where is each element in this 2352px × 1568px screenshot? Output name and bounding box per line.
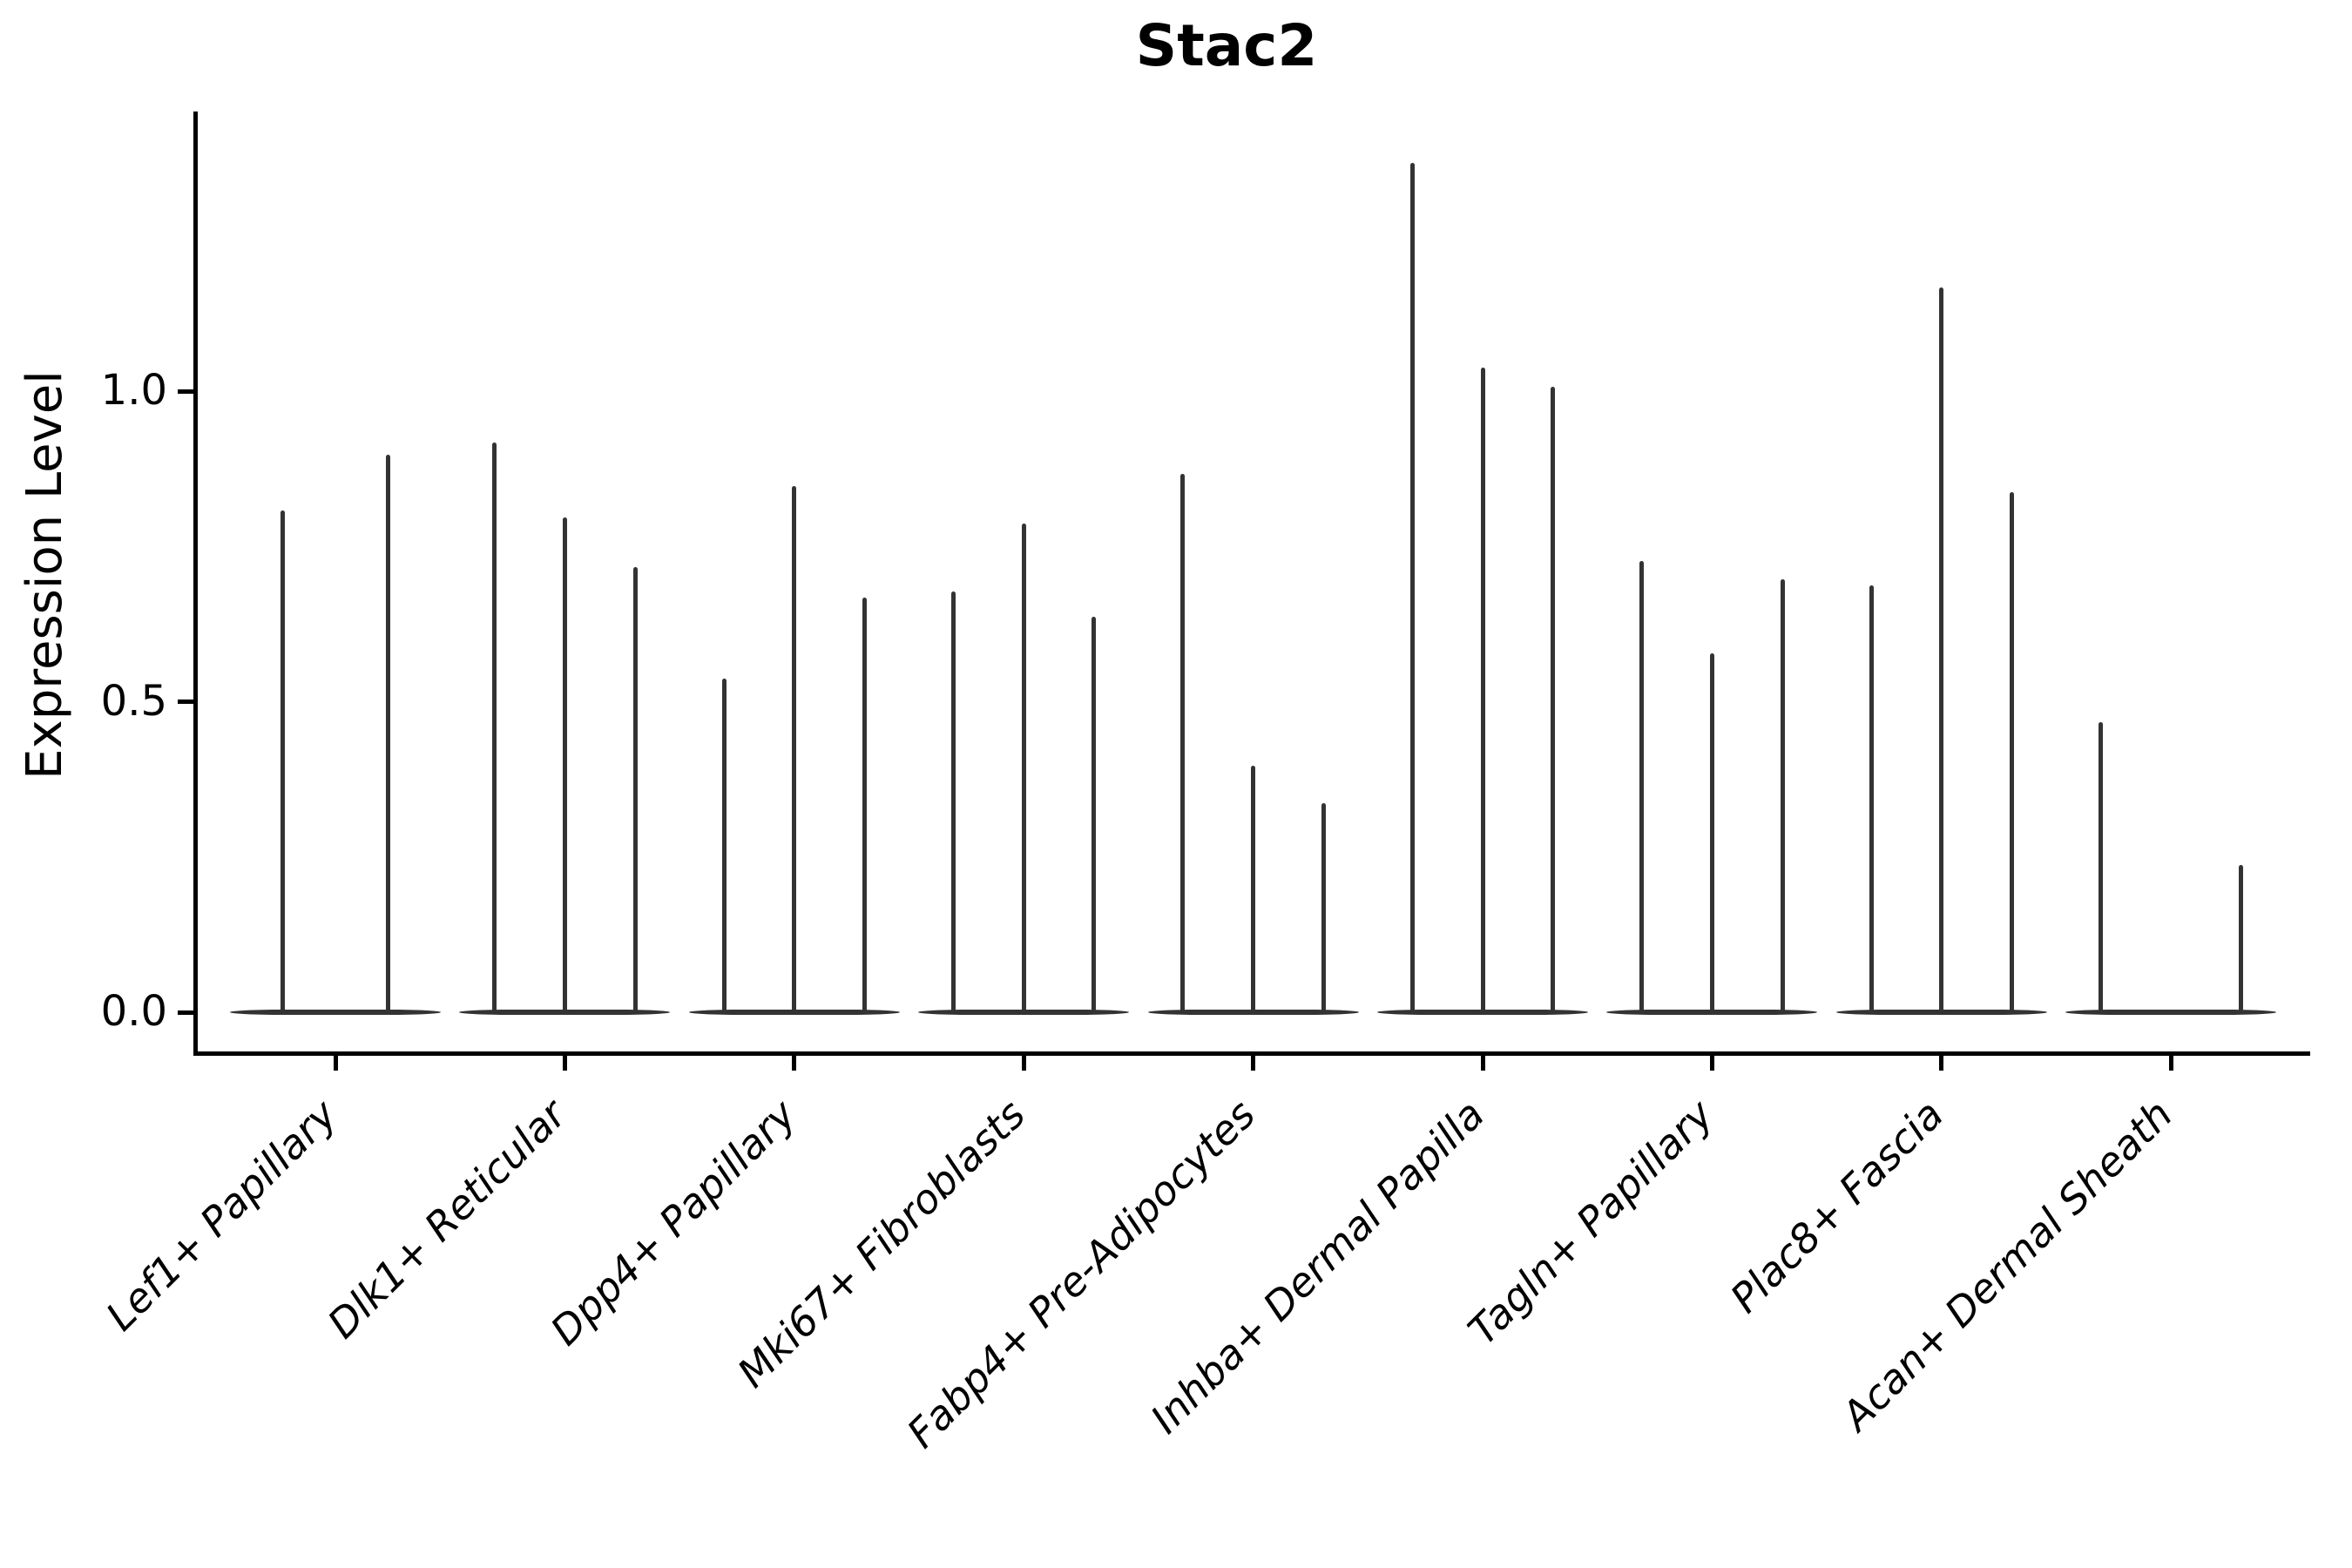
violin-spike bbox=[1551, 387, 1556, 1014]
violin-spike bbox=[280, 510, 285, 1014]
x-tick-label: Lef1+ Papillary bbox=[97, 1091, 347, 1340]
violin-spike bbox=[1092, 617, 1097, 1014]
violin-spike bbox=[492, 443, 497, 1014]
violin-spike bbox=[1251, 766, 1256, 1014]
x-axis-tick bbox=[2168, 1056, 2173, 1071]
violin-spike bbox=[792, 486, 797, 1014]
violin-spike bbox=[2239, 865, 2244, 1014]
y-axis-tick bbox=[178, 1010, 193, 1015]
y-axis-label: Expression Level bbox=[17, 370, 73, 780]
x-tick-label: Plac8+ Fascia bbox=[1720, 1091, 1952, 1322]
x-axis-tick bbox=[1021, 1056, 1026, 1071]
x-tick-label: Dlk1+ Reticular bbox=[318, 1091, 576, 1348]
x-axis-tick bbox=[562, 1056, 567, 1071]
x-axis-tick bbox=[1709, 1056, 1714, 1071]
violin-baseline bbox=[2065, 1010, 2277, 1015]
y-axis-tick bbox=[178, 700, 193, 704]
violin-spike bbox=[1780, 579, 1785, 1014]
violin-spike bbox=[2099, 722, 2104, 1014]
x-tick-label: Dpp4+ Papillary bbox=[541, 1091, 805, 1355]
y-tick-label: 1.0 bbox=[100, 366, 167, 415]
plot-title: Stac2 bbox=[1135, 12, 1318, 79]
violin-baseline bbox=[230, 1010, 441, 1015]
violin-spike bbox=[386, 455, 390, 1014]
violin-spike bbox=[1180, 474, 1186, 1014]
y-tick-label: 0.5 bbox=[100, 676, 167, 726]
x-axis-tick bbox=[792, 1056, 797, 1071]
violin-spike bbox=[862, 598, 867, 1014]
x-axis-tick bbox=[1480, 1056, 1485, 1071]
violin-spike bbox=[1321, 803, 1326, 1014]
violin-spike bbox=[1639, 561, 1645, 1014]
violin-spike bbox=[1480, 368, 1485, 1014]
x-axis-tick bbox=[333, 1056, 338, 1071]
violin-spike bbox=[2009, 492, 2014, 1014]
violin-spike bbox=[1709, 653, 1714, 1014]
y-axis-tick bbox=[178, 389, 193, 394]
violin-spike bbox=[721, 679, 727, 1014]
x-axis-spine bbox=[193, 1051, 2310, 1056]
violin-spike bbox=[1939, 287, 1944, 1014]
violin-spike bbox=[951, 591, 956, 1014]
x-axis-tick bbox=[1251, 1056, 1256, 1071]
y-axis-spine bbox=[193, 112, 198, 1056]
violin-spike bbox=[562, 517, 567, 1014]
y-tick-label: 0.0 bbox=[100, 987, 167, 1036]
violin-spike bbox=[1409, 163, 1415, 1014]
violin-spike bbox=[1869, 585, 1874, 1014]
violin-spike bbox=[632, 567, 638, 1014]
x-tick-label: Tagln+ Papillary bbox=[1459, 1091, 1723, 1355]
x-axis-tick bbox=[1939, 1056, 1944, 1071]
violin-spike bbox=[1021, 524, 1026, 1014]
